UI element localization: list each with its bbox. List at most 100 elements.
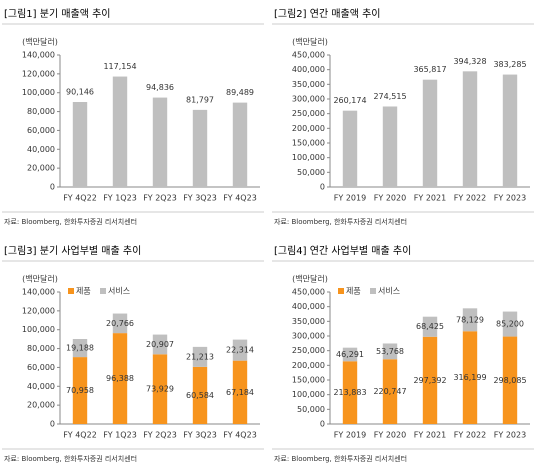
bar-segment <box>72 339 88 358</box>
y-tick-label: 400,000 <box>292 65 325 74</box>
x-tick-label: FY 4Q22 <box>63 194 97 203</box>
x-tick-label: FY 2023 <box>494 194 526 203</box>
bar-segment <box>502 336 518 424</box>
value-label: 21,213 <box>186 352 214 361</box>
bar-segment <box>192 366 208 424</box>
bar <box>382 106 398 187</box>
x-tick-label: FY 2022 <box>454 194 486 203</box>
value-label: 213,883 <box>333 388 366 397</box>
bar-segment <box>462 308 478 332</box>
x-tick-label: FY 4Q23 <box>223 194 257 203</box>
y-tick-label: 100,000 <box>292 153 325 162</box>
bar <box>462 71 478 187</box>
value-label: 46,291 <box>336 350 364 359</box>
source: 자료: Bloomberg, 한화투자증권 리서치센터 <box>274 454 407 463</box>
value-label: 81,797 <box>186 95 214 104</box>
bar-segment <box>422 336 438 424</box>
value-label: 53,768 <box>376 347 404 356</box>
x-tick-label: FY 2020 <box>374 194 406 203</box>
bar <box>232 102 248 187</box>
y-tick-label: 0 <box>50 420 55 429</box>
y-tick-label: 20,000 <box>27 164 55 173</box>
legend-swatch <box>100 288 106 294</box>
y-tick-label: 100,000 <box>22 88 55 97</box>
y-tick-label: 80,000 <box>27 107 55 116</box>
x-tick-label: FY 3Q23 <box>183 194 217 203</box>
value-label: 298,085 <box>493 376 526 385</box>
bar-segment <box>232 339 248 361</box>
bar <box>112 76 128 187</box>
y-tick-label: 400,000 <box>292 302 325 311</box>
value-label: 20,766 <box>106 319 134 328</box>
y-tick-label: 450,000 <box>292 51 325 60</box>
value-label: 394,328 <box>453 57 486 66</box>
bar-segment <box>152 334 168 355</box>
legend-label: 제품 <box>346 287 361 296</box>
value-label: 78,129 <box>456 315 484 324</box>
value-label: 365,817 <box>413 65 446 74</box>
y-tick-label: 100,000 <box>22 325 55 334</box>
bar <box>502 74 518 187</box>
x-tick-label: FY 2Q23 <box>143 431 177 440</box>
bar-segment <box>112 333 128 424</box>
y-tick-label: 120,000 <box>22 306 55 315</box>
value-label: 89,489 <box>226 88 254 97</box>
bar-segment <box>112 313 128 334</box>
y-tick-label: 100,000 <box>292 390 325 399</box>
y-tick-label: 300,000 <box>292 332 325 341</box>
y-tick-label: 40,000 <box>27 145 55 154</box>
legend-swatch <box>370 288 376 294</box>
value-label: 90,146 <box>66 88 94 97</box>
x-tick-label: FY 2019 <box>334 194 366 203</box>
x-tick-label: FY 1Q23 <box>103 431 137 440</box>
y-tick-label: 200,000 <box>292 124 325 133</box>
bar-segment <box>72 357 88 424</box>
value-label: 383,285 <box>493 60 526 69</box>
y-tick-label: 60,000 <box>27 363 55 372</box>
value-label: 70,958 <box>66 386 94 395</box>
x-tick-label: FY 2022 <box>454 431 486 440</box>
x-tick-label: FY 4Q22 <box>63 431 97 440</box>
y-tick-label: 150,000 <box>292 376 325 385</box>
bar-segment <box>382 343 398 360</box>
y-tick-label: 250,000 <box>292 346 325 355</box>
y-axis-label: (백만달러) <box>22 37 58 47</box>
value-label: 68,425 <box>416 322 444 331</box>
source: 자료: Bloomberg, 한화투자증권 리서치센터 <box>4 217 137 226</box>
value-label: 260,174 <box>333 96 366 105</box>
bar-segment <box>232 360 248 424</box>
value-label: 73,929 <box>146 385 174 394</box>
legend-label: 서비스 <box>378 287 400 296</box>
bar-segment <box>422 316 438 337</box>
x-tick-label: FY 2Q23 <box>143 194 177 203</box>
y-tick-label: 120,000 <box>22 69 55 78</box>
chart-title: [그림3] 분기 사업부별 매출 추이 <box>4 244 141 257</box>
bar <box>342 110 358 187</box>
x-tick-label: FY 2021 <box>414 194 446 203</box>
chart-title: [그림1] 분기 매출액 추이 <box>4 8 111 20</box>
x-tick-label: FY 1Q23 <box>103 194 137 203</box>
y-tick-label: 20,000 <box>27 401 55 410</box>
source: 자료: Bloomberg, 한화투자증권 리서치센터 <box>4 454 137 463</box>
y-axis-label: (백만달러) <box>292 37 328 47</box>
value-label: 297,392 <box>413 376 446 385</box>
x-tick-label: FY 2021 <box>414 431 446 440</box>
y-axis-label: (백만달러) <box>22 274 58 284</box>
x-tick-label: FY 2020 <box>374 431 406 440</box>
y-tick-label: 200,000 <box>292 361 325 370</box>
y-tick-label: 0 <box>320 420 325 429</box>
value-label: 85,200 <box>496 320 524 329</box>
legend-label: 제품 <box>76 287 91 296</box>
y-tick-label: 350,000 <box>292 317 325 326</box>
y-tick-label: 250,000 <box>292 109 325 118</box>
bar-segment <box>342 361 358 424</box>
y-tick-label: 50,000 <box>297 168 325 177</box>
legend-swatch <box>338 288 344 294</box>
y-tick-label: 60,000 <box>27 126 55 135</box>
value-label: 94,836 <box>146 83 174 92</box>
legend-label: 서비스 <box>108 287 130 296</box>
bar-segment <box>502 311 518 337</box>
bar <box>152 97 168 187</box>
bar <box>192 109 208 187</box>
y-tick-label: 0 <box>320 183 325 192</box>
